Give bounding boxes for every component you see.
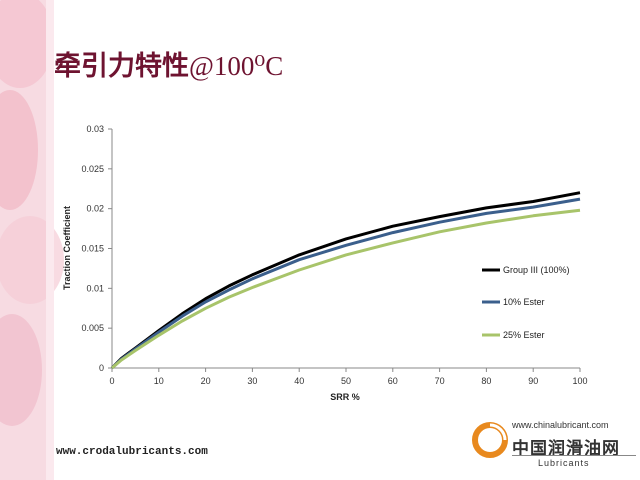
y-tick-label: 0.015 <box>81 244 104 254</box>
logo-name-cn: 中国润滑油网 <box>512 439 620 459</box>
series-line-2 <box>110 197 581 370</box>
legend-label-3: 25% Ester <box>503 330 545 340</box>
logo-divider <box>512 455 636 456</box>
petal-shape <box>0 314 42 426</box>
logo-name-en: Lubricants <box>538 458 590 468</box>
y-tick-label: 0.025 <box>81 164 104 174</box>
y-tick-label: 0.03 <box>86 124 104 134</box>
x-tick-label: 70 <box>435 376 445 386</box>
logo-swirl-icon <box>472 422 508 458</box>
y-tick-label: 0 <box>99 363 104 373</box>
y-axis-label: Traction Coefficient <box>62 206 72 290</box>
slide-title-suffix: @100⁰C <box>189 51 284 81</box>
petal-shape <box>0 0 54 88</box>
x-tick-label: 100 <box>572 376 587 386</box>
legend-label-2: 10% Ester <box>503 297 545 307</box>
x-tick-label: 30 <box>247 376 257 386</box>
chart-series-lines <box>110 191 581 370</box>
chinalubricant-logo: www.chinalubricant.com 中国润滑油网 Lubricants <box>470 410 640 480</box>
x-tick-label: 10 <box>154 376 164 386</box>
x-tick-label: 60 <box>388 376 398 386</box>
y-tick-label: 0.01 <box>86 283 104 293</box>
x-tick-label: 50 <box>341 376 351 386</box>
chart-axes <box>108 128 581 372</box>
x-tick-label: 0 <box>109 376 114 386</box>
petal-shape <box>0 90 38 210</box>
chart-tick-labels: 0 0.005 0.01 0.015 0.02 0.025 0.03 0 10 20 30 40 50 6… <box>81 124 587 386</box>
x-tick-label: 80 <box>481 376 491 386</box>
x-tick-label: 40 <box>294 376 304 386</box>
y-tick-label: 0.005 <box>81 323 104 333</box>
x-axis-label: SRR % <box>330 392 360 402</box>
slide-title: 牵引力特性@100⁰C <box>54 44 283 83</box>
x-tick-label: 90 <box>528 376 538 386</box>
y-tick-label: 0.02 <box>86 204 104 214</box>
band-fade <box>46 0 54 480</box>
logo-url: www.chinalubricant.com <box>512 420 609 430</box>
series-line-3 <box>111 208 581 370</box>
footer-url: www.crodalubricants.com <box>56 446 208 458</box>
x-tick-label: 20 <box>201 376 211 386</box>
legend-label-1: Group III (100%) <box>503 265 570 275</box>
chart-legend: Group III (100%) 10% Ester 25% Ester <box>482 265 570 340</box>
slide-title-main: 牵引力特性 <box>54 51 189 81</box>
